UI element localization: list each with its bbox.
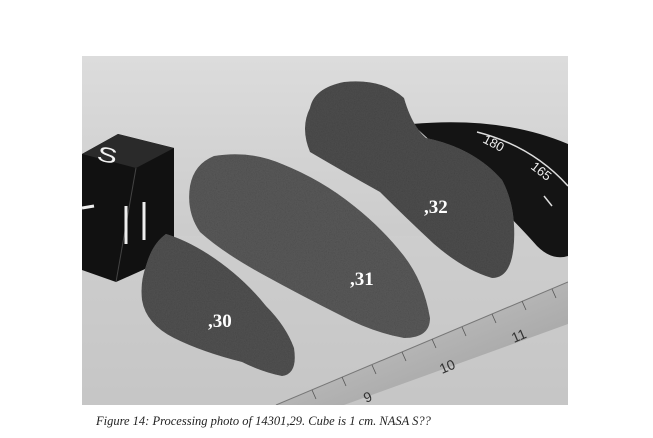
- processing-photo: 180 165 S 9 10 11: [82, 56, 568, 405]
- scale-cube: S: [82, 134, 174, 283]
- rock-sample-30: [141, 234, 295, 376]
- sample-label-32: ,32: [424, 197, 448, 218]
- cube-letter: S: [95, 143, 119, 169]
- metric-ruler: 9 10 11: [275, 281, 568, 405]
- rock-sample-31: [189, 154, 430, 338]
- sample-label-30: ,30: [208, 311, 232, 332]
- ruler-number-11: 11: [509, 325, 529, 345]
- sample-label-31: ,31: [350, 269, 374, 290]
- rock-sample-32: [305, 81, 515, 278]
- figure-caption: Figure 14: Processing photo of 14301,29.…: [96, 414, 431, 428]
- ruler-number-10: 10: [437, 356, 458, 377]
